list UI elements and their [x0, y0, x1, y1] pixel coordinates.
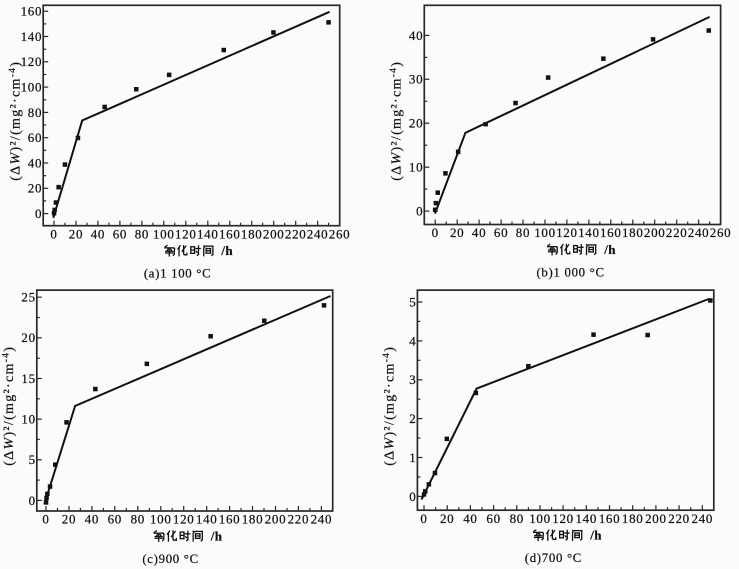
svg-text:5: 5: [29, 452, 36, 467]
svg-text:80: 80: [131, 512, 145, 527]
svg-text:/h: /h: [603, 242, 616, 257]
svg-text:2: 2: [409, 411, 416, 426]
svg-text:/h: /h: [210, 529, 223, 544]
svg-text:220: 220: [285, 226, 307, 241]
svg-text:(ΔW)²/(mg²·cm-4): (ΔW)²/(mg²·cm-4): [389, 61, 405, 181]
svg-text:4: 4: [409, 333, 416, 348]
svg-text:60: 60: [486, 511, 500, 526]
svg-text:15: 15: [21, 371, 35, 386]
svg-text:200: 200: [644, 225, 666, 240]
svg-text:40: 40: [463, 511, 477, 526]
svg-text:100: 100: [150, 512, 172, 527]
svg-text:140: 140: [575, 511, 597, 526]
svg-text:220: 220: [668, 511, 690, 526]
svg-text:140: 140: [21, 29, 43, 44]
svg-text:40: 40: [409, 28, 423, 43]
svg-text:160: 160: [219, 512, 241, 527]
svg-text:140: 140: [578, 225, 600, 240]
svg-text:140: 140: [197, 226, 219, 241]
svg-text:80: 80: [516, 225, 530, 240]
svg-text:20: 20: [450, 225, 464, 240]
svg-text:/h: /h: [220, 243, 233, 258]
svg-text:180: 180: [622, 511, 644, 526]
svg-text:200: 200: [645, 511, 667, 526]
svg-text:260: 260: [710, 225, 732, 240]
svg-text:/h: /h: [589, 528, 602, 543]
svg-text:10: 10: [21, 412, 35, 427]
svg-text:220: 220: [288, 512, 310, 527]
svg-text:0: 0: [35, 206, 42, 221]
svg-text:10: 10: [409, 160, 423, 175]
svg-text:20: 20: [62, 512, 76, 527]
svg-text:0: 0: [29, 493, 36, 508]
svg-text:100: 100: [21, 80, 43, 95]
svg-text:160: 160: [600, 225, 622, 240]
svg-text:60: 60: [28, 130, 42, 145]
svg-text:220: 220: [666, 225, 688, 240]
svg-text:40: 40: [85, 512, 99, 527]
svg-text:(b)1 000 °C: (b)1 000 °C: [536, 266, 604, 280]
svg-text:100: 100: [529, 511, 551, 526]
svg-text:180: 180: [241, 226, 263, 241]
svg-text:100: 100: [153, 226, 175, 241]
svg-text:0: 0: [42, 512, 49, 527]
svg-text:40: 40: [28, 155, 42, 170]
svg-text:3: 3: [409, 372, 416, 387]
svg-text:0: 0: [416, 204, 423, 219]
svg-text:180: 180: [622, 225, 644, 240]
svg-text:80: 80: [135, 226, 149, 241]
svg-text:140: 140: [196, 512, 218, 527]
svg-text:20: 20: [69, 226, 83, 241]
svg-text:0: 0: [50, 226, 57, 241]
svg-text:160: 160: [21, 4, 43, 19]
svg-text:20: 20: [21, 330, 35, 345]
svg-text:20: 20: [28, 181, 42, 196]
svg-text:240: 240: [307, 226, 329, 241]
svg-text:80: 80: [28, 105, 42, 120]
svg-text:160: 160: [219, 226, 241, 241]
svg-text:0: 0: [432, 225, 439, 240]
svg-text:60: 60: [494, 225, 508, 240]
svg-text:(ΔW)²/(mg²·cm-4): (ΔW)²/(mg²·cm-4): [382, 346, 398, 466]
svg-text:0: 0: [420, 511, 427, 526]
svg-text:120: 120: [556, 225, 578, 240]
svg-text:20: 20: [409, 116, 423, 131]
svg-text:25: 25: [21, 290, 35, 305]
svg-text:120: 120: [175, 226, 197, 241]
svg-text:60: 60: [108, 512, 122, 527]
svg-text:60: 60: [113, 226, 127, 241]
svg-text:100: 100: [534, 225, 556, 240]
svg-text:160: 160: [599, 511, 621, 526]
svg-text:240: 240: [311, 512, 333, 527]
svg-text:240: 240: [691, 511, 713, 526]
svg-text:120: 120: [173, 512, 195, 527]
svg-text:0: 0: [409, 489, 416, 504]
svg-text:260: 260: [329, 226, 351, 241]
svg-text:120: 120: [21, 54, 43, 69]
svg-text:40: 40: [91, 226, 105, 241]
svg-text:180: 180: [242, 512, 264, 527]
svg-text:1: 1: [409, 450, 416, 465]
svg-text:240: 240: [688, 225, 710, 240]
svg-text:(ΔW)²/(mg²·cm-4): (ΔW)²/(mg²·cm-4): [2, 346, 18, 466]
svg-text:200: 200: [263, 226, 285, 241]
svg-text:30: 30: [409, 72, 423, 87]
svg-text:80: 80: [510, 511, 524, 526]
svg-text:(d)700 °C: (d)700 °C: [525, 551, 582, 565]
svg-text:200: 200: [265, 512, 287, 527]
svg-text:(a)1 100 °C: (a)1 100 °C: [144, 267, 212, 281]
svg-text:5: 5: [409, 294, 416, 309]
svg-text:20: 20: [440, 511, 454, 526]
svg-text:(c)900 °C: (c)900 °C: [142, 552, 199, 566]
svg-text:(ΔW)²/(mg²·cm-4): (ΔW)²/(mg²·cm-4): [8, 61, 24, 181]
svg-text:40: 40: [472, 225, 486, 240]
svg-text:120: 120: [552, 511, 574, 526]
